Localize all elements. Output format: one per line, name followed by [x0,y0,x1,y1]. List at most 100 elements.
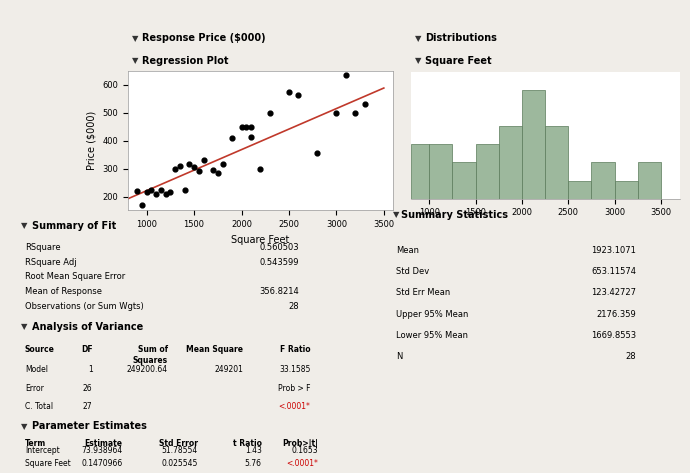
Point [236,123,247,131]
Text: 1923.1071: 1923.1071 [591,245,636,255]
Text: 73.938964: 73.938964 [81,446,123,455]
Text: DF: DF [81,345,92,354]
Point [132,187,143,195]
Text: 0.1653: 0.1653 [291,446,318,455]
Text: ▼: ▼ [415,56,421,65]
Bar [429,144,453,199]
Text: <.0001*: <.0001* [279,402,310,411]
Text: Mean: Mean [395,245,419,255]
Bar [591,162,615,199]
Bar [638,162,661,199]
Point [359,101,371,108]
Text: Source: Source [25,345,55,354]
Text: 0.560503: 0.560503 [259,243,299,252]
Point [198,157,209,164]
Text: Term: Term [25,438,46,447]
Text: 2176.359: 2176.359 [596,309,636,318]
Text: Intercept: Intercept [25,446,59,455]
Text: 28: 28 [288,302,299,311]
Point [284,88,295,96]
Text: 27: 27 [83,402,92,411]
Point [208,166,219,174]
Point [137,201,148,209]
Text: Model: Model [25,365,48,374]
Point [193,167,204,175]
Text: Regression Plot: Regression Plot [142,55,229,66]
Point [179,186,190,193]
Bar [453,162,475,199]
Point [150,190,161,198]
Text: Sum of
Squares: Sum of Squares [132,345,168,365]
Point [160,190,171,198]
Text: 28: 28 [626,352,636,361]
Point [170,165,181,173]
Point [184,161,195,168]
Text: ▼: ▼ [393,210,400,219]
Text: 51.78554: 51.78554 [161,446,198,455]
Point [255,165,266,173]
Text: Root Mean Square Error: Root Mean Square Error [25,272,125,281]
Text: 249201: 249201 [214,365,243,374]
Text: 33.1585: 33.1585 [279,365,311,374]
Text: 0.1470966: 0.1470966 [81,459,123,468]
Bar [522,90,545,199]
Text: Distributions: Distributions [425,33,497,44]
Text: Response Price ($000): Response Price ($000) [142,33,266,44]
Y-axis label: Price ($000): Price ($000) [86,111,97,170]
Text: Prob > F: Prob > F [278,384,310,393]
Text: F Ratio: F Ratio [280,345,311,354]
Text: 26: 26 [83,384,92,393]
Bar [499,126,522,199]
Text: RSquare Adj: RSquare Adj [25,258,77,267]
Point [217,161,228,168]
Text: 249200.64: 249200.64 [126,365,168,374]
Text: 1669.8553: 1669.8553 [591,331,636,340]
Text: Summary of Fit: Summary of Fit [32,220,117,231]
Text: Observations (or Sum Wgts): Observations (or Sum Wgts) [25,302,144,311]
Text: Error: Error [25,384,43,393]
Text: Std Err Mean: Std Err Mean [395,288,450,297]
Text: 0.025545: 0.025545 [161,459,198,468]
Point [246,133,257,140]
Text: Analysis of Variance: Analysis of Variance [32,322,144,332]
Point [155,186,166,193]
Text: ▼: ▼ [21,322,28,332]
Point [175,162,186,170]
Point [264,109,275,116]
Text: Mean Square: Mean Square [186,345,243,354]
Text: RSquare: RSquare [25,243,61,252]
X-axis label: Square Feet: Square Feet [231,235,290,245]
Bar [569,181,591,199]
Point [188,164,199,171]
Text: t Ratio: t Ratio [233,438,262,447]
Text: 5.76: 5.76 [245,459,262,468]
Point [312,149,323,157]
Text: 1.43: 1.43 [245,446,262,455]
Text: 123.42727: 123.42727 [591,288,636,297]
Text: Mean of Response: Mean of Response [25,287,101,296]
Bar [545,126,569,199]
Text: Std Dev: Std Dev [395,267,429,276]
Point [293,91,304,98]
Point [340,71,351,79]
Point [226,134,237,142]
Text: 653.11574: 653.11574 [591,267,636,276]
Point [350,109,361,116]
Text: ▼: ▼ [132,56,138,65]
Text: Square Feet: Square Feet [25,459,70,468]
Text: Prob>|t|: Prob>|t| [282,438,318,447]
Text: Summary Statistics: Summary Statistics [402,210,509,220]
Point [141,189,152,196]
Bar [615,181,638,199]
Text: ▼: ▼ [21,221,28,230]
Bar [411,144,429,199]
Text: Estimate: Estimate [85,438,123,447]
Bar [475,144,499,199]
Point [241,123,252,131]
Point [213,169,224,176]
Text: ▼: ▼ [132,34,138,43]
Text: Lower 95% Mean: Lower 95% Mean [395,331,468,340]
Point [146,186,157,193]
Text: ▼: ▼ [21,421,28,431]
Text: 0.543599: 0.543599 [260,258,299,267]
